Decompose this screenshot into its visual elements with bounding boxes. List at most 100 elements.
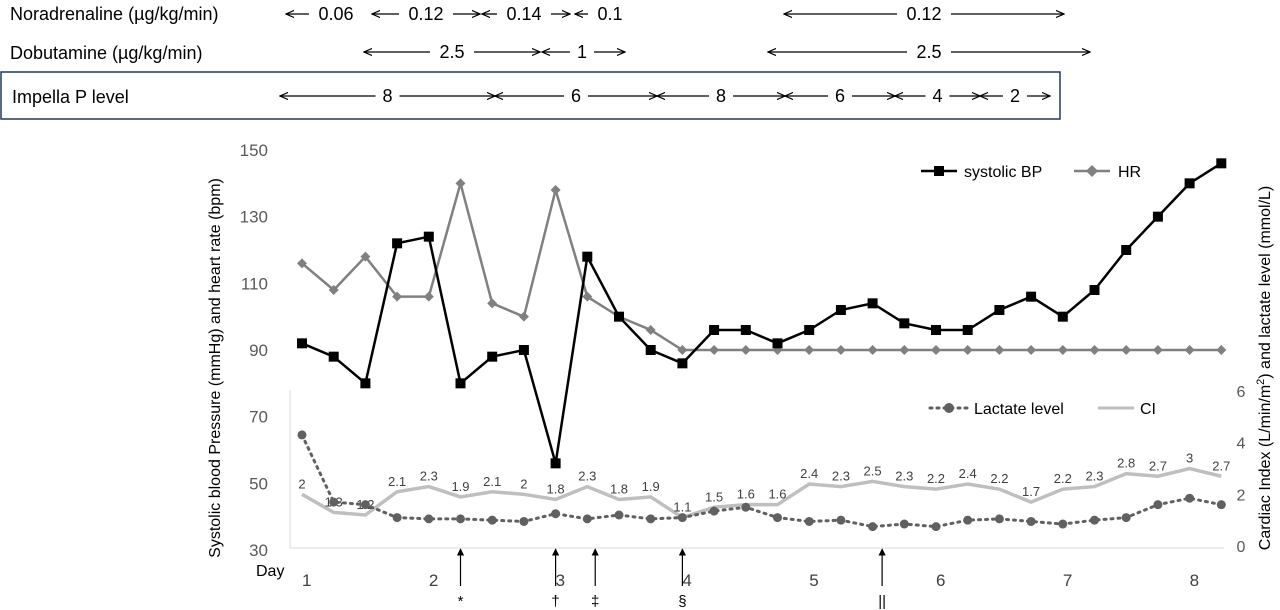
lactate-point <box>392 513 402 523</box>
dose-label: 0.06 <box>318 4 353 24</box>
systolic-bp-point <box>1057 311 1068 322</box>
hr-point <box>1089 345 1100 355</box>
dose-label: 0.14 <box>506 4 541 24</box>
right-tick-label: 6 <box>1237 384 1246 401</box>
hr-point <box>1152 345 1163 355</box>
dose-label: 4 <box>932 86 942 106</box>
dose-label: 1 <box>577 42 587 62</box>
hr-point <box>709 345 720 355</box>
systolic-bp-point <box>740 325 751 335</box>
ci-data-label: 3 <box>1186 451 1193 466</box>
hr-point <box>455 178 466 189</box>
lactate-point <box>1058 519 1068 529</box>
hr-point <box>297 258 307 269</box>
event-markers: * † ‡ § || <box>456 548 886 610</box>
right-tick-label: 4 <box>1237 436 1246 453</box>
systolic-bp-line <box>301 162 1222 464</box>
systolic-bp-point <box>645 345 656 355</box>
day-tick-label: 4 <box>682 571 691 590</box>
lactate-point <box>551 509 561 519</box>
dose-label: 6 <box>571 86 581 106</box>
systolic-bp-point <box>962 325 973 335</box>
ci-data-label: 2.3 <box>420 469 438 484</box>
lactate-point <box>868 522 878 532</box>
lactate-point <box>519 516 529 526</box>
hr-point <box>423 291 434 302</box>
ci-data-label: 2.4 <box>959 466 977 481</box>
hr-point <box>360 251 371 262</box>
systolic-bp-point <box>487 351 498 362</box>
noradrenaline-label: Noradrenaline (µg/kg/min) <box>10 4 218 24</box>
lactate-point <box>1185 493 1195 503</box>
ci-data-label: 2 <box>298 476 305 491</box>
systolic-bp-point <box>1026 291 1037 302</box>
left-tick-label: 50 <box>249 474 268 493</box>
systolic-bp-point <box>931 325 941 335</box>
infusion-arrows: 0.06 0.12 0.14 0.1 0.12 2.5 1 2.5 8 6 8 6 4 2 <box>280 4 1090 106</box>
infusion-header: Noradrenaline (µg/kg/min) Dobutamine (µg… <box>0 4 1061 120</box>
ci-data-label: 1.8 <box>610 482 628 497</box>
dose-label: 0.1 <box>597 4 622 24</box>
lactate-line <box>300 433 1223 529</box>
systolic-bp-point <box>1089 285 1100 295</box>
day-tick-label: 2 <box>429 571 438 590</box>
hr-line <box>301 178 1222 352</box>
hr-point <box>487 298 498 309</box>
hr-point <box>899 345 910 355</box>
systolic-bp-point <box>1184 178 1195 189</box>
lactate-point <box>614 510 624 520</box>
lactate-point <box>582 514 592 524</box>
left-tick-label: 150 <box>240 141 268 160</box>
lactate-point <box>487 515 497 525</box>
hr-point <box>1057 345 1068 355</box>
systolic-bp-point <box>360 378 371 389</box>
event-symbol: § <box>678 593 686 610</box>
ci-line <box>301 466 1222 520</box>
lactate-point <box>804 516 814 526</box>
ci-data-label: 2.3 <box>578 469 596 484</box>
ci-data-label: 2.1 <box>388 474 406 489</box>
systolic-bp-point <box>455 378 466 389</box>
hr-point <box>677 345 688 355</box>
systolic-bp-point <box>835 305 846 315</box>
lactate-point <box>456 514 465 524</box>
ci-data-label: 2.7 <box>1212 458 1230 473</box>
right-tick-label: 2 <box>1237 487 1246 504</box>
hr-point <box>962 345 973 355</box>
lactate-point <box>1216 500 1226 510</box>
ci-data-label: 2.2 <box>990 471 1008 486</box>
hr-point <box>1184 345 1195 355</box>
systolic-bp-point <box>1216 158 1227 169</box>
lactate-point <box>963 515 973 525</box>
right-tick-label: 0 <box>1237 539 1246 556</box>
day-tick-label: 7 <box>1063 571 1072 590</box>
ci-data-label: 1.6 <box>737 487 755 502</box>
ci-data-label: 1.1 <box>673 500 691 515</box>
right-axis-label: Cardiac Index (L/min/m2) and lactate lev… <box>1255 186 1274 550</box>
ci-data-label: 2.3 <box>1085 469 1103 484</box>
systolic-bp-point <box>1121 245 1132 255</box>
dose-label: 0.12 <box>906 4 941 24</box>
hr-point <box>582 291 593 302</box>
systolic-bp-point <box>518 345 529 355</box>
ci-data-label: 2.2 <box>927 471 945 486</box>
systolic-bp-point <box>392 238 403 249</box>
ci-data-label: 2.3 <box>895 469 913 484</box>
event-symbol: * <box>458 593 464 610</box>
systolic-bp-point <box>423 231 434 242</box>
lactate-point <box>773 513 782 523</box>
dose-label: 8 <box>716 86 726 106</box>
ci-data-label: 2 <box>520 476 527 491</box>
lactate-point <box>329 497 339 507</box>
event-symbol: † <box>551 593 559 610</box>
ci-data-label: 2.7 <box>1149 458 1167 473</box>
day-tick-label: 8 <box>1190 571 1199 590</box>
event-symbol: || <box>878 593 886 610</box>
hr-point <box>835 345 846 355</box>
systolic-bp-point <box>804 325 815 335</box>
lactate-point <box>709 506 719 516</box>
day-tick-label: 3 <box>556 571 565 590</box>
ci-data-label: 1.9 <box>451 479 469 494</box>
dose-label: 6 <box>835 86 845 106</box>
